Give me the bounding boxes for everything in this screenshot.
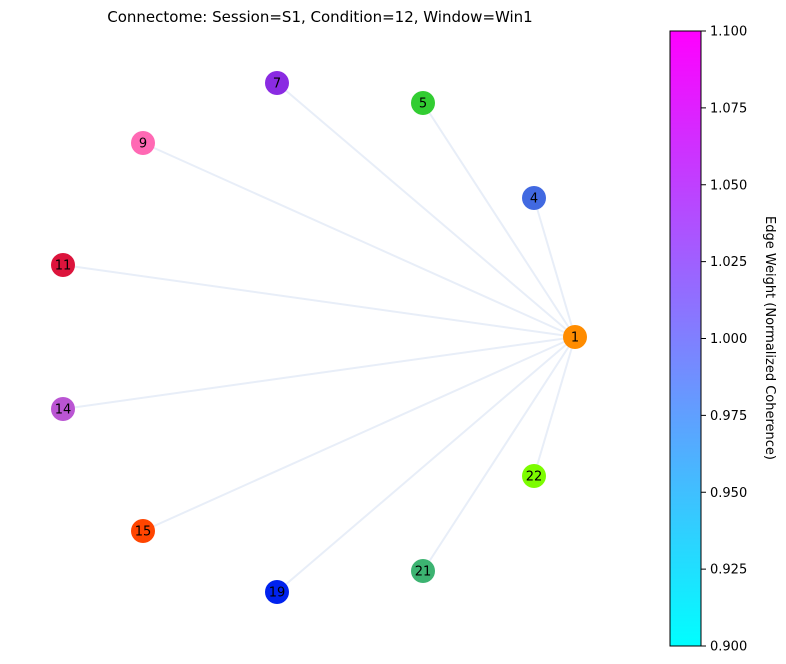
node-label-5: 5 <box>419 97 427 112</box>
node-circle-9 <box>131 131 155 155</box>
node-5: 5 <box>411 91 435 115</box>
node-1: 1 <box>563 325 587 349</box>
edge-1-19 <box>276 336 576 593</box>
edge-1-22 <box>533 336 576 477</box>
colorbar-tick-label-7: 1.075 <box>710 101 747 116</box>
colorbar-tick-label-2: 0.950 <box>710 486 747 501</box>
colorbar-tick-label-8: 1.100 <box>710 25 747 40</box>
node-label-21: 21 <box>415 565 432 580</box>
node-circle-22 <box>522 464 546 488</box>
edge-1-9 <box>142 142 576 338</box>
node-label-4: 4 <box>530 192 538 207</box>
colorbar-tick-label-5: 1.025 <box>710 255 747 270</box>
node-circle-14 <box>51 397 75 421</box>
edge-1-7 <box>276 82 576 338</box>
edge-1-15 <box>142 336 576 532</box>
colorbar-tick-label-1: 0.925 <box>710 563 747 578</box>
node-label-19: 19 <box>269 586 286 601</box>
node-21: 21 <box>411 559 435 583</box>
node-22: 22 <box>522 464 546 488</box>
colorbar-gradient <box>669 30 702 647</box>
node-11: 11 <box>51 253 75 277</box>
node-label-22: 22 <box>526 470 543 485</box>
node-label-9: 9 <box>139 137 147 152</box>
edge-1-4 <box>533 197 576 338</box>
edge-1-5 <box>422 102 576 338</box>
colorbar-tick-label-6: 1.050 <box>710 178 747 193</box>
node-circle-19 <box>265 580 289 604</box>
node-circle-1 <box>563 325 587 349</box>
colorbar-ticks: 0.900 0.925 0.950 0.975 1.000 1.025 1.050 1.075… <box>701 25 747 655</box>
node-15: 15 <box>131 519 155 543</box>
node-19: 19 <box>265 580 289 604</box>
node-circle-11 <box>51 253 75 277</box>
node-circle-5 <box>411 91 435 115</box>
colorbar-label: Edge Weight (Normalized Coherence) <box>762 216 777 460</box>
node-label-15: 15 <box>135 525 152 540</box>
edge-1-21 <box>422 336 576 572</box>
edge-1-11 <box>62 264 576 338</box>
node-9: 9 <box>131 131 155 155</box>
colorbar-tick-label-0: 0.900 <box>710 640 747 655</box>
node-circle-7 <box>265 71 289 95</box>
node-label-1: 1 <box>571 331 579 346</box>
colorbar-tick-label-3: 0.975 <box>710 409 747 424</box>
colorbar: 0.900 0.925 0.950 0.975 1.000 1.025 1.050 1.075… <box>669 25 777 655</box>
edges-layer <box>62 82 576 593</box>
edge-1-14 <box>62 336 576 410</box>
node-4: 4 <box>522 186 546 210</box>
node-7: 7 <box>265 71 289 95</box>
node-label-14: 14 <box>55 403 72 418</box>
node-circle-21 <box>411 559 435 583</box>
node-circle-4 <box>522 186 546 210</box>
node-14: 14 <box>51 397 75 421</box>
node-label-11: 11 <box>55 259 72 274</box>
node-circle-15 <box>131 519 155 543</box>
figure-title: Connectome: Session=S1, Condition=12, Wi… <box>107 8 532 26</box>
colorbar-tick-label-4: 1.000 <box>710 332 747 347</box>
node-label-7: 7 <box>273 77 281 92</box>
